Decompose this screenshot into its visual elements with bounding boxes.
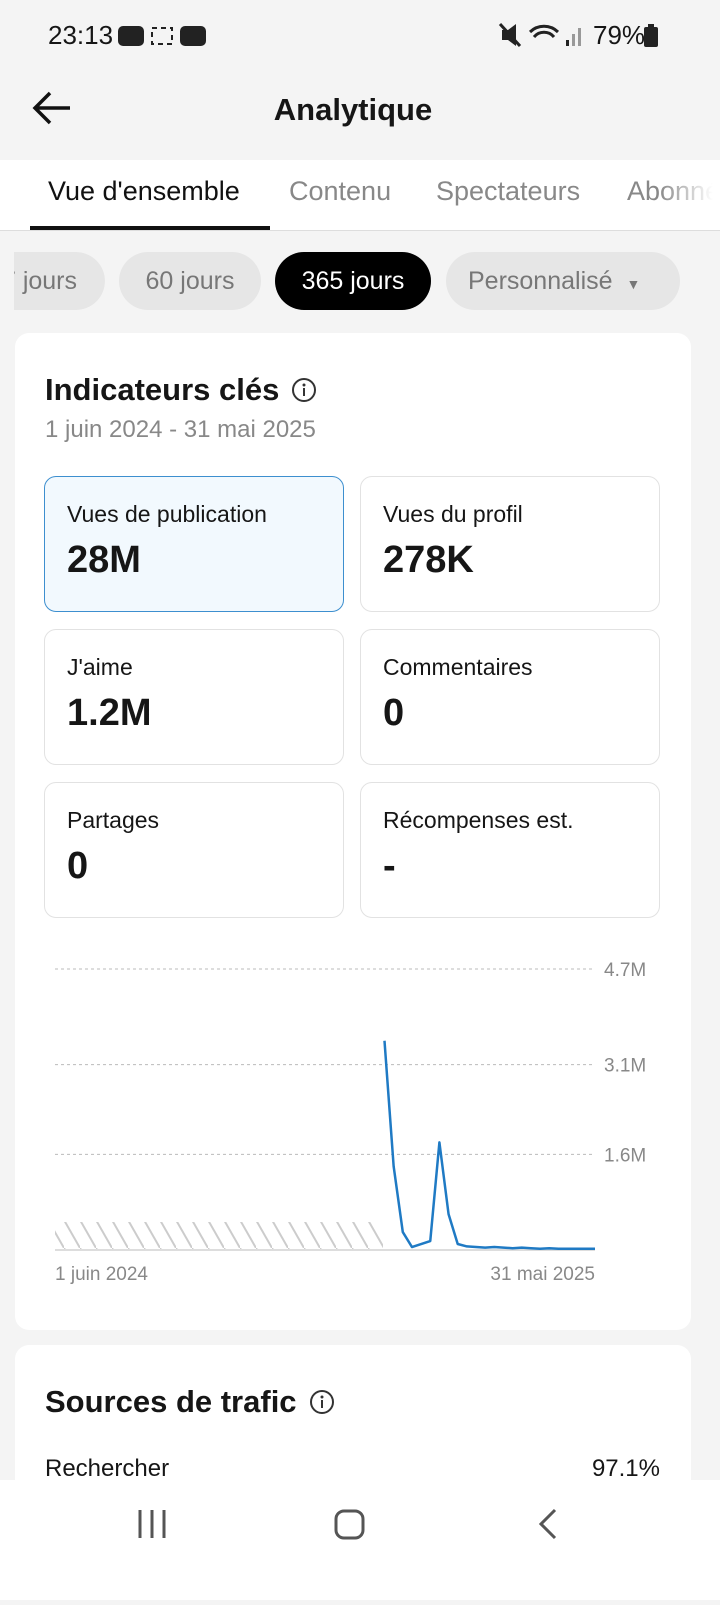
metric-value: 278K xyxy=(383,539,474,581)
tab[interactable]: Spectateurs xyxy=(436,176,581,206)
y-tick-label: 1.6M xyxy=(604,1145,646,1166)
chip[interactable]: 7 jours xyxy=(14,252,105,310)
y-tick-label: 4.7M xyxy=(604,960,646,981)
dropdown-arrow: ▼ xyxy=(626,276,641,292)
nav-bar xyxy=(0,1480,720,1600)
battery: 79% xyxy=(593,20,646,50)
section-title: Sources de trafic xyxy=(45,1384,297,1419)
metric-card[interactable]: Partages 0 xyxy=(44,782,344,918)
tab-indicator xyxy=(30,226,270,230)
info-icon[interactable] xyxy=(309,1389,335,1415)
chip-selected[interactable]: 365 jours xyxy=(275,252,431,310)
nav-icons xyxy=(138,1508,557,1540)
line xyxy=(383,1040,595,1251)
chip-label: Personnalisé xyxy=(468,267,613,295)
metric-label: J'aime xyxy=(67,654,133,680)
metric-card[interactable]: Commentaires 0 xyxy=(360,629,660,765)
date-range: 1 juin 2024 - 31 mai 2025 xyxy=(45,416,316,443)
metric-value: - xyxy=(383,845,396,887)
traffic-share: 97.1% xyxy=(591,1455,660,1482)
chip[interactable]: 60 jours xyxy=(119,252,261,310)
back-button[interactable] xyxy=(30,90,74,126)
chip[interactable]: Personnalisé ▼ xyxy=(446,252,680,310)
metric-label: Vues du profil xyxy=(383,501,523,527)
metric-value: 1.2M xyxy=(67,692,152,734)
metric-card[interactable]: Vues de publication 28M xyxy=(44,476,344,612)
x-tick-label: 1 juin 2024 xyxy=(55,1264,148,1285)
metric-value: 0 xyxy=(67,845,89,887)
metric-value: 28M xyxy=(67,539,141,581)
metric-card[interactable]: Vues du profil 278K xyxy=(360,476,660,612)
metric-label: Partages xyxy=(67,807,160,833)
tab[interactable]: Vue d'ensemble xyxy=(48,176,240,206)
no-data-hatch xyxy=(55,1222,383,1250)
tab[interactable]: Abonnés xyxy=(627,176,720,206)
metric-value: 0 xyxy=(383,692,405,734)
info-icon[interactable] xyxy=(291,377,317,403)
chart: 1.6M 3.1M 4.7M 1 juin 2024 31 mai 2025 xyxy=(55,960,646,1285)
metric-card[interactable]: J'aime 1.2M xyxy=(44,629,344,765)
chip-clip: 7 jours xyxy=(14,252,105,310)
metric-card[interactable]: Récompenses est. - xyxy=(360,782,660,918)
status-right-icons xyxy=(498,22,581,48)
status-time: 23:13 xyxy=(48,20,114,50)
status-icons xyxy=(118,26,206,46)
metric-label: Vues de publication xyxy=(67,501,267,527)
header-title: Analytique xyxy=(273,92,433,127)
metric-label: Commentaires xyxy=(383,654,533,680)
y-tick-label: 3.1M xyxy=(604,1056,646,1077)
section-title: Indicateurs clés xyxy=(45,372,280,407)
battery-icon xyxy=(644,24,658,47)
traffic-source: Rechercher xyxy=(45,1455,170,1482)
x-tick-label: 31 mai 2025 xyxy=(490,1264,595,1285)
tab[interactable]: Contenu xyxy=(289,176,392,206)
tab-bar: Vue d'ensemble Contenu Spectateurs Abonn… xyxy=(0,160,720,231)
metric-label: Récompenses est. xyxy=(383,807,574,833)
